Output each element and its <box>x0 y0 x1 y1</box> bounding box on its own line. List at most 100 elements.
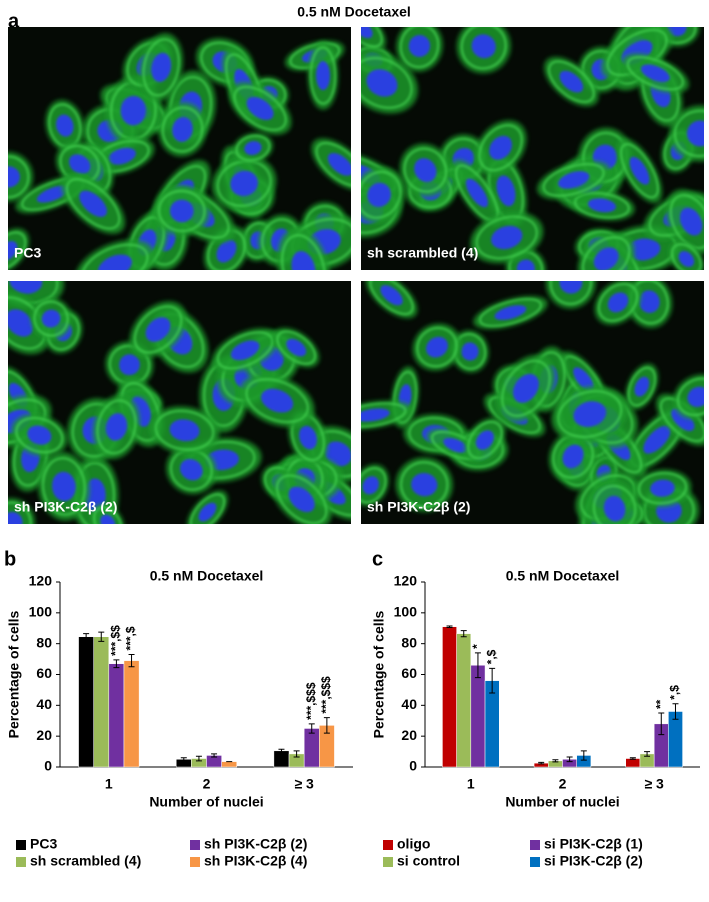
significance-label: ***,$$$ <box>304 682 318 720</box>
nucleus <box>8 511 23 524</box>
error-bar <box>580 750 587 761</box>
cells <box>8 281 351 524</box>
nucleus <box>151 52 172 82</box>
nucleus <box>496 175 516 207</box>
cell-edge <box>478 124 523 172</box>
nucleus <box>408 34 431 57</box>
nucleus <box>100 514 116 524</box>
panel-label: b <box>4 548 16 570</box>
nucleus <box>489 135 513 160</box>
nucleus <box>638 290 660 313</box>
nucleus <box>380 285 403 306</box>
error-bar <box>460 630 467 638</box>
nucleus <box>667 27 687 37</box>
nucleus <box>626 238 661 261</box>
cell-edge <box>671 243 702 270</box>
cell-edge <box>42 457 86 516</box>
nucleus <box>316 60 330 91</box>
micrograph: sh PI3K-C2β (2) <box>361 281 704 524</box>
nucleus <box>56 114 74 137</box>
legend-label: sh PI3K-C2β (4) <box>204 853 307 869</box>
y-tick-label: 120 <box>29 573 53 589</box>
nucleus <box>172 116 193 142</box>
nucleus <box>120 95 147 126</box>
y-tick-label: 80 <box>36 634 52 650</box>
bar <box>442 626 457 768</box>
legend-swatch <box>16 857 26 867</box>
cell-edge <box>33 300 69 337</box>
error-bar <box>308 723 315 734</box>
nucleus <box>230 340 260 361</box>
error-bar <box>278 748 285 753</box>
image-caption: sh scrambled (4) <box>367 245 478 261</box>
error-bar <box>98 631 105 642</box>
x-tick-label: 2 <box>203 776 211 792</box>
legend-label: oligo <box>397 836 430 852</box>
cell-edge <box>8 155 30 199</box>
cells <box>361 281 704 524</box>
micrograph: PC3 <box>8 27 351 270</box>
nucleus <box>41 309 61 328</box>
bar <box>625 758 641 768</box>
significance-label: *,$ <box>668 685 682 700</box>
nucleus <box>643 425 671 454</box>
chart-title: 0.5 nM Docetaxel <box>150 568 264 584</box>
cell-edge <box>673 109 704 158</box>
nucleus <box>8 166 20 188</box>
error-bar <box>538 761 545 765</box>
cell-edge <box>361 402 407 428</box>
nucleus <box>51 471 76 502</box>
cell-edge <box>81 243 149 270</box>
significance-label: ***,$$ <box>109 625 123 656</box>
nucleus <box>244 141 262 155</box>
nucleus <box>559 70 584 93</box>
nucleus <box>36 185 69 203</box>
nucleus <box>465 178 489 208</box>
cell-edge <box>542 163 605 197</box>
legend-label: si control <box>397 853 460 869</box>
x-tick-label: 1 <box>105 776 113 792</box>
nucleus <box>678 251 695 267</box>
cell-edge <box>574 192 630 219</box>
error-bar <box>293 750 300 758</box>
bar <box>108 663 125 768</box>
y-tick-label: 100 <box>394 604 418 620</box>
cell-edge <box>501 359 551 417</box>
nucleus <box>230 170 258 197</box>
cell-edge <box>597 282 639 322</box>
cell-edge <box>369 281 414 316</box>
cell-edge <box>676 377 704 417</box>
cell-edge <box>66 178 121 230</box>
error-bar <box>566 756 573 763</box>
legend-label: si PI3K-C2β (1) <box>544 836 643 852</box>
cell-edge <box>142 38 180 97</box>
cell-edge <box>361 467 387 504</box>
error-bar <box>672 703 679 720</box>
cells <box>8 33 351 270</box>
cell-edge <box>235 134 271 162</box>
cell-edge <box>557 390 623 438</box>
cell-edge <box>627 366 657 407</box>
nucleus <box>216 239 237 263</box>
error-bar <box>83 633 90 641</box>
cell-edge <box>8 231 27 270</box>
error-bar <box>446 625 453 628</box>
cell-edge <box>549 281 593 305</box>
cell-edge <box>158 190 206 232</box>
nucleus <box>491 225 523 250</box>
y-axis-label: Percentage of cells <box>6 610 22 738</box>
error-bar <box>629 757 636 760</box>
nucleus <box>9 281 43 294</box>
legend-label: sh scrambled (4) <box>30 853 141 869</box>
nucleus <box>324 441 351 467</box>
y-tick-label: 40 <box>36 696 52 712</box>
cell-edge <box>15 417 64 454</box>
cell-edge <box>276 330 317 365</box>
y-axis-label: Percentage of cells <box>371 610 387 738</box>
legend-swatch <box>383 840 393 850</box>
legend-swatch <box>530 857 540 867</box>
nucleus <box>261 388 294 413</box>
nucleus <box>471 34 496 59</box>
nucleus <box>246 96 274 121</box>
nucleus <box>145 317 171 342</box>
